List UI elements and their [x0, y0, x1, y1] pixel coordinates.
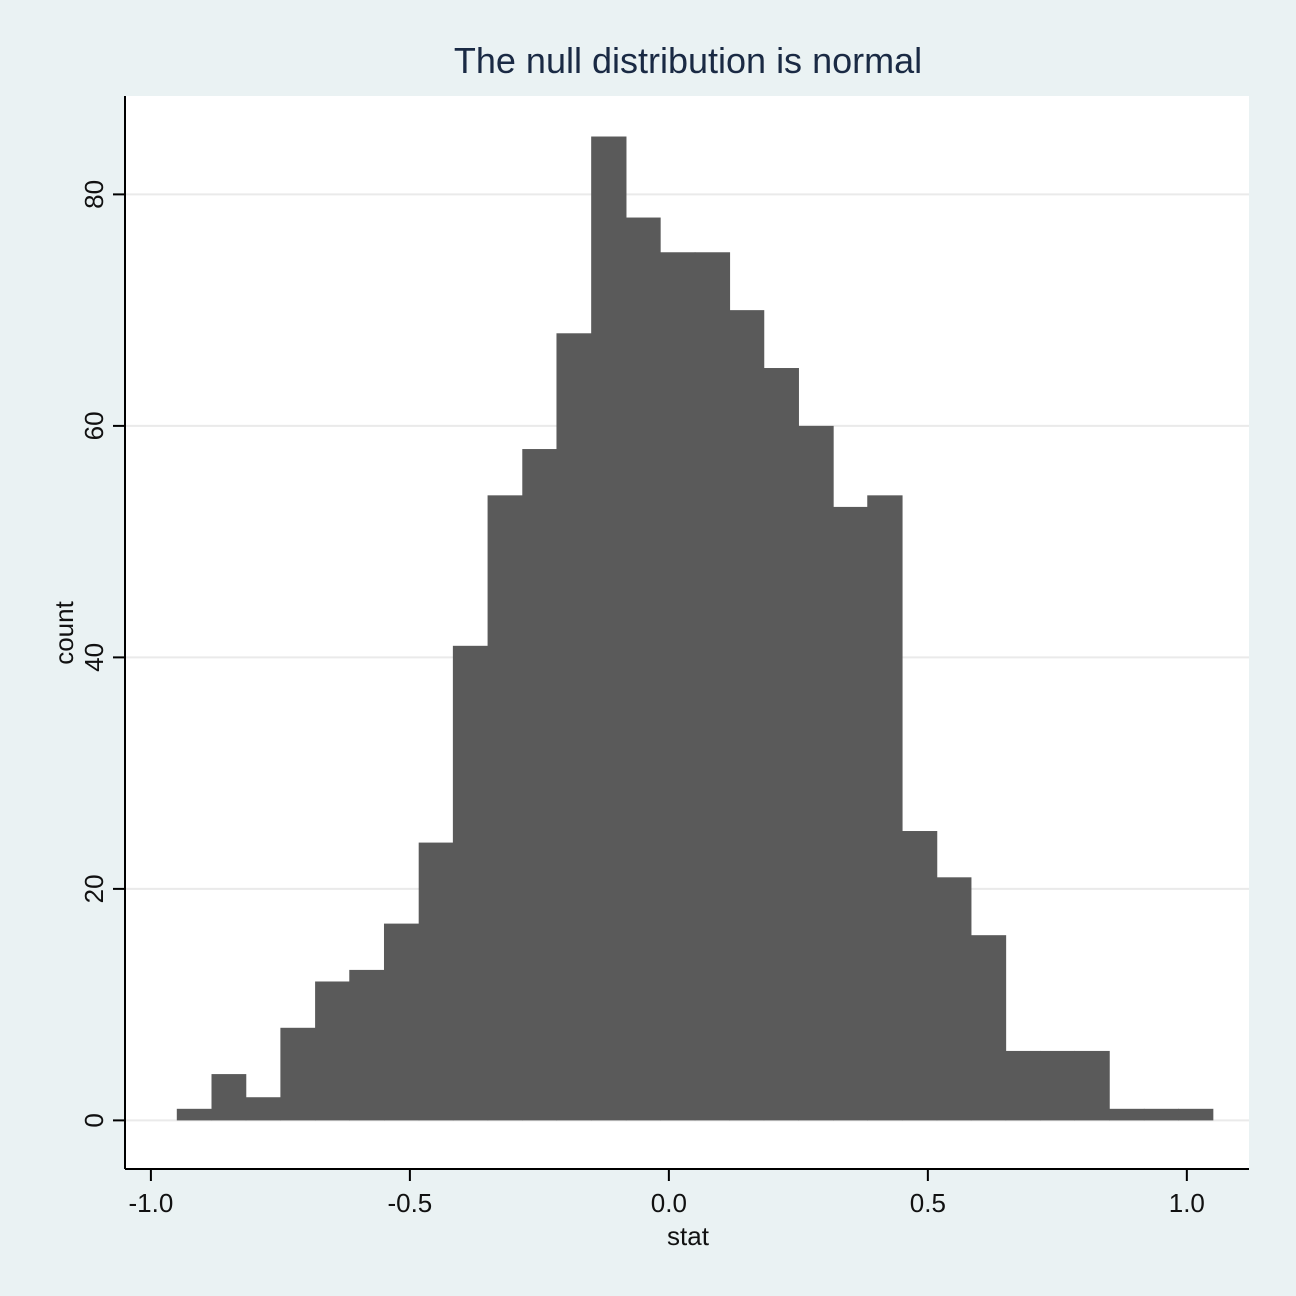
- histogram-bar-17: [763, 368, 799, 1121]
- x-tick-label-4: 1.0: [1169, 1188, 1205, 1218]
- histogram-bar-29: [1178, 1108, 1214, 1121]
- histogram-bar-26: [1074, 1050, 1110, 1121]
- chart-title: The null distribution is normal: [454, 40, 922, 81]
- y-tick-label-0: 0: [79, 1113, 109, 1127]
- x-tick-label-2: 0.0: [651, 1188, 687, 1218]
- histogram-bar-12: [591, 136, 627, 1121]
- histogram-bar-14: [660, 252, 696, 1121]
- axis-ticks: -1.0 -0.5 0.0 0.5 1.0 0 20 40 60 80: [79, 180, 1205, 1218]
- histogram-bar-21: [901, 831, 938, 1121]
- histogram-bar-25: [1040, 1050, 1076, 1121]
- histogram-bar-3: [280, 1027, 316, 1121]
- x-tick-label-0: -1.0: [128, 1188, 173, 1218]
- histogram-bar-1: [211, 1074, 247, 1121]
- histogram-bar-4: [315, 981, 350, 1121]
- histogram-bars: [176, 136, 1214, 1121]
- histogram-bar-15: [694, 252, 731, 1121]
- histogram-bar-13: [625, 217, 661, 1121]
- x-tick-label-3: 0.5: [910, 1188, 946, 1218]
- histogram-bar-18: [798, 425, 834, 1121]
- y-tick-label-1: 20: [79, 874, 109, 903]
- y-tick-label-2: 40: [79, 643, 109, 672]
- x-tick-label-1: -0.5: [387, 1188, 432, 1218]
- histogram-bar-2: [245, 1097, 281, 1121]
- histogram-bar-7: [418, 842, 454, 1121]
- histogram-bar-16: [729, 310, 765, 1121]
- histogram-bar-9: [487, 495, 523, 1121]
- histogram-bar-6: [383, 923, 420, 1121]
- y-tick-label-4: 80: [79, 180, 109, 209]
- histogram-bar-28: [1143, 1108, 1179, 1121]
- histogram-bar-27: [1109, 1108, 1145, 1121]
- axes: [124, 96, 1249, 1170]
- histogram-bar-5: [349, 969, 385, 1121]
- histogram-bar-22: [936, 877, 972, 1121]
- y-tick-label-3: 60: [79, 411, 109, 440]
- histogram-bar-11: [556, 333, 592, 1121]
- histogram-bar-23: [970, 935, 1007, 1121]
- x-axis-title: stat: [667, 1221, 710, 1251]
- histogram-bar-19: [833, 506, 868, 1121]
- histogram-bar-20: [867, 495, 903, 1121]
- y-axis-title: count: [49, 600, 79, 664]
- histogram-bar-8: [452, 645, 489, 1121]
- histogram-bar-0: [176, 1108, 213, 1121]
- histogram-bar-10: [522, 449, 558, 1121]
- histogram-bar-24: [1005, 1050, 1041, 1121]
